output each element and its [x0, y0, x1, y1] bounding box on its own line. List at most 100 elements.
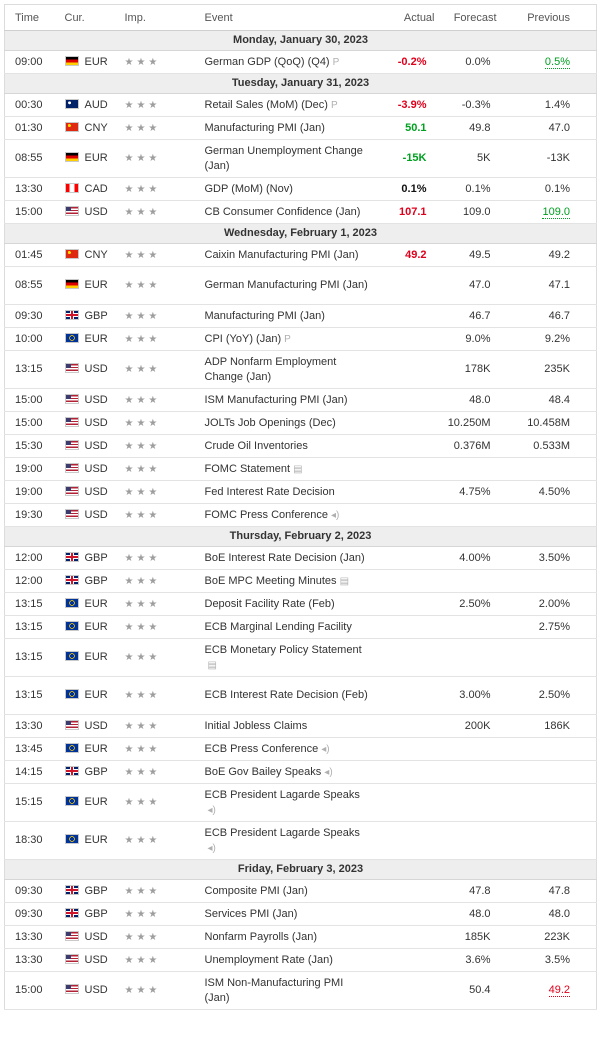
event-name[interactable]: Composite PMI (Jan) [204, 884, 308, 897]
event-row[interactable]: 09:00 EUR ★★★ German GDP (QoQ) (Q4) P -0.2% 0.… [4, 50, 597, 74]
event-name[interactable]: German Unemployment Change (Jan) [204, 144, 363, 172]
event-name-cell[interactable]: CPI (YoY) (Jan) P [204, 327, 375, 351]
event-row[interactable]: 15:30 USD ★★★ Crude Oil Inventories 0.376M 0.… [4, 434, 597, 458]
event-row[interactable]: 13:15 EUR ★★★ Deposit Facility Rate (Feb) 2.… [4, 592, 597, 616]
event-name[interactable]: ISM Manufacturing PMI (Jan) [204, 393, 348, 406]
event-name[interactable]: ECB Interest Rate Decision (Feb) [204, 689, 368, 701]
event-name[interactable]: CPI (YoY) (Jan) [204, 332, 282, 345]
event-name[interactable]: Fed Interest Rate Decision [204, 485, 335, 498]
event-name[interactable]: FOMC Statement [204, 462, 291, 475]
event-row[interactable]: 12:00 GBP ★★★ BoE Interest Rate Decision (J… [4, 546, 597, 570]
event-name[interactable]: ECB Marginal Lending Facility [204, 620, 352, 633]
event-name-cell[interactable]: Unemployment Rate (Jan) [204, 948, 375, 972]
event-row[interactable]: 09:30 GBP ★★★ Composite PMI (Jan) 47.8 47.8 [4, 879, 597, 903]
event-row[interactable]: 13:30 USD ★★★ Initial Jobless Claims 200K 186… [4, 714, 597, 738]
event-name[interactable]: German GDP (QoQ) (Q4) [204, 55, 330, 68]
event-name-cell[interactable]: Composite PMI (Jan) [204, 879, 375, 903]
event-name[interactable]: ECB President Lagarde Speaks [204, 826, 360, 839]
event-name[interactable]: Deposit Facility Rate (Feb) [204, 597, 335, 610]
event-row[interactable]: 15:00 USD ★★★ ISM Manufacturing PMI (Jan) 48… [4, 388, 597, 412]
event-row[interactable]: 09:30 GBP ★★★ Services PMI (Jan) 48.0 48.0 [4, 902, 597, 926]
event-row[interactable]: 15:00 USD ★★★ JOLTs Job Openings (Dec) 10.25… [4, 411, 597, 435]
event-name-cell[interactable]: BoE Gov Bailey Speaks ◂) [204, 760, 375, 784]
event-row[interactable]: 01:45 CNY ★★★ Caixin Manufacturing PMI (Jan… [4, 243, 597, 267]
previous-column-header[interactable]: Previous [496, 4, 597, 31]
event-name-cell[interactable]: ADP Nonfarm Employment Change (Jan) [204, 350, 375, 389]
event-row[interactable]: 15:15 EUR ★★★ ECB President Lagarde Speaks ◂… [4, 783, 597, 822]
event-row[interactable]: 13:45 EUR ★★★ ECB Press Conference ◂) [4, 737, 597, 761]
event-name-cell[interactable]: Retail Sales (MoM) (Dec) P [204, 93, 375, 117]
previous-value[interactable]: 49.2 [548, 984, 570, 997]
event-row[interactable]: 13:15 EUR ★★★ ECB Monetary Policy Statement… [4, 638, 597, 677]
event-row[interactable]: 08:55 EUR ★★★ German Manufacturing PMI (Jan… [4, 266, 597, 305]
previous-value[interactable]: 109.0 [542, 205, 570, 219]
event-name-cell[interactable]: ECB Press Conference ◂) [204, 737, 375, 761]
event-name-cell[interactable]: ISM Manufacturing PMI (Jan) [204, 388, 375, 412]
event-name-cell[interactable]: German Unemployment Change (Jan) [204, 139, 375, 178]
event-name[interactable]: BoE Interest Rate Decision (Jan) [204, 551, 365, 564]
event-name-cell[interactable]: BoE MPC Meeting Minutes ▤ [204, 569, 375, 593]
event-name-cell[interactable]: German Manufacturing PMI (Jan) [204, 266, 375, 305]
event-name[interactable]: CB Consumer Confidence (Jan) [204, 205, 361, 218]
event-column-header[interactable]: Event [204, 4, 375, 31]
event-name[interactable]: ECB Press Conference [204, 742, 319, 755]
event-row[interactable]: 19:30 USD ★★★ FOMC Press Conference ◂) [4, 503, 597, 527]
event-name-cell[interactable]: Manufacturing PMI (Jan) [204, 304, 375, 328]
event-name-cell[interactable]: Fed Interest Rate Decision [204, 480, 375, 504]
event-name[interactable]: JOLTs Job Openings (Dec) [204, 416, 336, 429]
event-name[interactable]: Services PMI (Jan) [204, 907, 298, 920]
event-row[interactable]: 13:30 CAD ★★★ GDP (MoM) (Nov) 0.1% 0.1% 0.1% [4, 177, 597, 201]
event-name[interactable]: ECB President Lagarde Speaks [204, 788, 360, 801]
event-name-cell[interactable]: ECB Marginal Lending Facility [204, 615, 375, 639]
event-name-cell[interactable]: FOMC Press Conference ◂) [204, 503, 375, 527]
event-row[interactable]: 14:15 GBP ★★★ BoE Gov Bailey Speaks ◂) [4, 760, 597, 784]
event-row[interactable]: 19:00 USD ★★★ Fed Interest Rate Decision 4.7… [4, 480, 597, 504]
event-name[interactable]: Manufacturing PMI (Jan) [204, 121, 325, 134]
event-name[interactable]: Crude Oil Inventories [204, 439, 308, 452]
event-name-cell[interactable]: Crude Oil Inventories [204, 434, 375, 458]
event-name-cell[interactable]: ECB Interest Rate Decision (Feb) [204, 676, 375, 715]
event-name[interactable]: ISM Non-Manufacturing PMI (Jan) [204, 976, 344, 1004]
forecast-column-header[interactable]: Forecast [434, 4, 497, 31]
event-row[interactable]: 18:30 EUR ★★★ ECB President Lagarde Speaks ◂… [4, 821, 597, 860]
event-name-cell[interactable]: Caixin Manufacturing PMI (Jan) [204, 243, 375, 267]
event-row[interactable]: 13:15 USD ★★★ ADP Nonfarm Employment Change… [4, 350, 597, 389]
event-name-cell[interactable]: Nonfarm Payrolls (Jan) [204, 925, 375, 949]
event-name-cell[interactable]: German GDP (QoQ) (Q4) P [204, 50, 375, 74]
event-row[interactable]: 00:30 AUD ★★★ Retail Sales (MoM) (Dec) P -3.9… [4, 93, 597, 117]
event-name-cell[interactable]: GDP (MoM) (Nov) [204, 177, 375, 201]
time-column-header[interactable]: Time [4, 4, 65, 31]
event-name-cell[interactable]: JOLTs Job Openings (Dec) [204, 411, 375, 435]
event-row[interactable]: 13:30 USD ★★★ Nonfarm Payrolls (Jan) 185K 223… [4, 925, 597, 949]
event-name-cell[interactable]: Deposit Facility Rate (Feb) [204, 592, 375, 616]
event-row[interactable]: 19:00 USD ★★★ FOMC Statement ▤ [4, 457, 597, 481]
event-row[interactable]: 09:30 GBP ★★★ Manufacturing PMI (Jan) 46.7 46… [4, 304, 597, 328]
event-name[interactable]: Manufacturing PMI (Jan) [204, 309, 325, 322]
event-name-cell[interactable]: Initial Jobless Claims [204, 714, 375, 738]
event-name[interactable]: FOMC Press Conference [204, 508, 328, 521]
event-name[interactable]: Unemployment Rate (Jan) [204, 953, 333, 966]
actual-column-header[interactable]: Actual [374, 4, 435, 31]
event-name[interactable]: BoE Gov Bailey Speaks [204, 765, 322, 778]
event-name-cell[interactable]: BoE Interest Rate Decision (Jan) [204, 546, 375, 570]
event-row[interactable]: 01:30 CNY ★★★ Manufacturing PMI (Jan) 50.1 49… [4, 116, 597, 140]
event-row[interactable]: 15:00 USD ★★★ CB Consumer Confidence (Jan) 1… [4, 200, 597, 224]
event-name[interactable]: ECB Monetary Policy Statement [204, 643, 362, 656]
event-name[interactable]: Nonfarm Payrolls (Jan) [204, 930, 317, 943]
event-name[interactable]: Caixin Manufacturing PMI (Jan) [204, 248, 359, 261]
event-name-cell[interactable]: ECB Monetary Policy Statement ▤ [204, 638, 375, 677]
event-name-cell[interactable]: FOMC Statement ▤ [204, 457, 375, 481]
event-row[interactable]: 15:00 USD ★★★ ISM Non-Manufacturing PMI (Ja… [4, 971, 597, 1010]
event-row[interactable]: 10:00 EUR ★★★ CPI (YoY) (Jan) P 9.0% 9.2% [4, 327, 597, 351]
event-name-cell[interactable]: CB Consumer Confidence (Jan) [204, 200, 375, 224]
event-row[interactable]: 13:15 EUR ★★★ ECB Interest Rate Decision (F… [4, 676, 597, 715]
event-name-cell[interactable]: ECB President Lagarde Speaks ◂) [204, 783, 375, 822]
event-name[interactable]: GDP (MoM) (Nov) [204, 182, 293, 195]
event-row[interactable]: 13:30 USD ★★★ Unemployment Rate (Jan) 3.6% 3.… [4, 948, 597, 972]
event-name-cell[interactable]: ISM Non-Manufacturing PMI (Jan) [204, 971, 375, 1010]
event-name-cell[interactable]: Manufacturing PMI (Jan) [204, 116, 375, 140]
importance-column-header[interactable]: Imp. [124, 4, 205, 31]
event-row[interactable]: 12:00 GBP ★★★ BoE MPC Meeting Minutes ▤ [4, 569, 597, 593]
event-name[interactable]: BoE MPC Meeting Minutes [204, 574, 337, 587]
event-name[interactable]: Initial Jobless Claims [204, 719, 308, 732]
